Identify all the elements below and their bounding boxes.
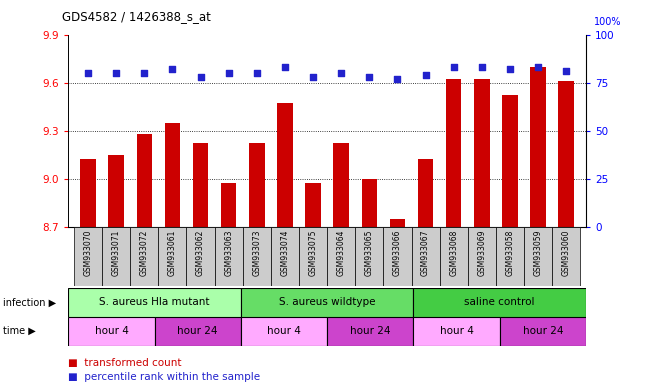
Bar <box>186 227 215 286</box>
Text: infection ▶: infection ▶ <box>3 297 57 308</box>
Bar <box>383 227 411 286</box>
Bar <box>130 227 158 286</box>
Point <box>336 70 346 76</box>
Text: GSM933064: GSM933064 <box>337 230 346 276</box>
Text: GDS4582 / 1426388_s_at: GDS4582 / 1426388_s_at <box>62 10 211 23</box>
Bar <box>241 317 327 346</box>
Text: GSM933075: GSM933075 <box>309 230 318 276</box>
Text: hour 24: hour 24 <box>350 326 391 336</box>
Bar <box>305 183 321 227</box>
Bar <box>390 218 405 227</box>
Bar <box>355 227 383 286</box>
Bar <box>277 103 293 227</box>
Text: GSM933063: GSM933063 <box>224 230 233 276</box>
Text: S. aureus Hla mutant: S. aureus Hla mutant <box>100 297 210 308</box>
Point <box>477 64 487 70</box>
Bar <box>418 159 434 227</box>
Point <box>195 74 206 80</box>
Text: GSM933060: GSM933060 <box>562 230 571 276</box>
Text: 100%: 100% <box>594 17 621 27</box>
Bar <box>158 227 186 286</box>
Bar <box>446 79 462 227</box>
Bar <box>74 227 102 286</box>
Point <box>280 64 290 70</box>
Bar <box>361 179 377 227</box>
Text: ■  percentile rank within the sample: ■ percentile rank within the sample <box>68 372 260 382</box>
Bar <box>411 227 439 286</box>
Point <box>393 76 403 82</box>
Text: GSM933073: GSM933073 <box>253 230 261 276</box>
Bar <box>193 143 208 227</box>
Bar <box>552 227 580 286</box>
Bar <box>559 81 574 227</box>
Text: GSM933070: GSM933070 <box>83 230 92 276</box>
Bar <box>155 317 241 346</box>
Text: GSM933074: GSM933074 <box>281 230 290 276</box>
Point <box>449 64 459 70</box>
Text: GSM933068: GSM933068 <box>449 230 458 276</box>
Bar <box>327 227 355 286</box>
Text: GSM933059: GSM933059 <box>534 230 542 276</box>
Text: GSM933069: GSM933069 <box>477 230 486 276</box>
Bar <box>215 227 243 286</box>
Point <box>83 70 93 76</box>
Point <box>533 64 544 70</box>
Bar <box>531 66 546 227</box>
Bar <box>299 227 327 286</box>
Bar <box>102 227 130 286</box>
Point <box>364 74 374 80</box>
Point <box>308 74 318 80</box>
Bar <box>241 288 413 317</box>
Bar <box>502 95 518 227</box>
Point <box>167 66 178 72</box>
Text: GSM933072: GSM933072 <box>140 230 149 276</box>
Text: GSM933065: GSM933065 <box>365 230 374 276</box>
Bar <box>68 288 241 317</box>
Bar <box>109 154 124 227</box>
Text: time ▶: time ▶ <box>3 326 36 336</box>
Text: GSM933062: GSM933062 <box>196 230 205 276</box>
Text: hour 24: hour 24 <box>178 326 218 336</box>
Point <box>223 70 234 76</box>
Text: GSM933058: GSM933058 <box>505 230 514 276</box>
Bar <box>500 317 586 346</box>
Bar <box>333 143 349 227</box>
Bar <box>68 317 155 346</box>
Text: GSM933067: GSM933067 <box>421 230 430 276</box>
Text: GSM933071: GSM933071 <box>112 230 120 276</box>
Point <box>251 70 262 76</box>
Text: hour 4: hour 4 <box>94 326 128 336</box>
Bar <box>80 159 96 227</box>
Bar <box>249 143 264 227</box>
Text: GSM933066: GSM933066 <box>393 230 402 276</box>
Text: hour 24: hour 24 <box>523 326 563 336</box>
Text: saline control: saline control <box>464 297 535 308</box>
Text: GSM933061: GSM933061 <box>168 230 177 276</box>
Point <box>561 68 572 74</box>
Text: hour 4: hour 4 <box>439 326 473 336</box>
Text: hour 4: hour 4 <box>267 326 301 336</box>
Text: ■  transformed count: ■ transformed count <box>68 358 182 368</box>
Point <box>111 70 121 76</box>
Bar <box>221 183 236 227</box>
Bar <box>413 317 500 346</box>
Bar <box>243 227 271 286</box>
Bar <box>413 288 586 317</box>
Point <box>139 70 150 76</box>
Bar <box>524 227 552 286</box>
Bar <box>496 227 524 286</box>
Text: S. aureus wildtype: S. aureus wildtype <box>279 297 376 308</box>
Bar <box>137 134 152 227</box>
Point <box>505 66 515 72</box>
Bar <box>474 79 490 227</box>
Bar <box>439 227 468 286</box>
Bar <box>327 317 413 346</box>
Bar <box>271 227 299 286</box>
Point <box>421 72 431 78</box>
Bar <box>468 227 496 286</box>
Bar <box>165 122 180 227</box>
